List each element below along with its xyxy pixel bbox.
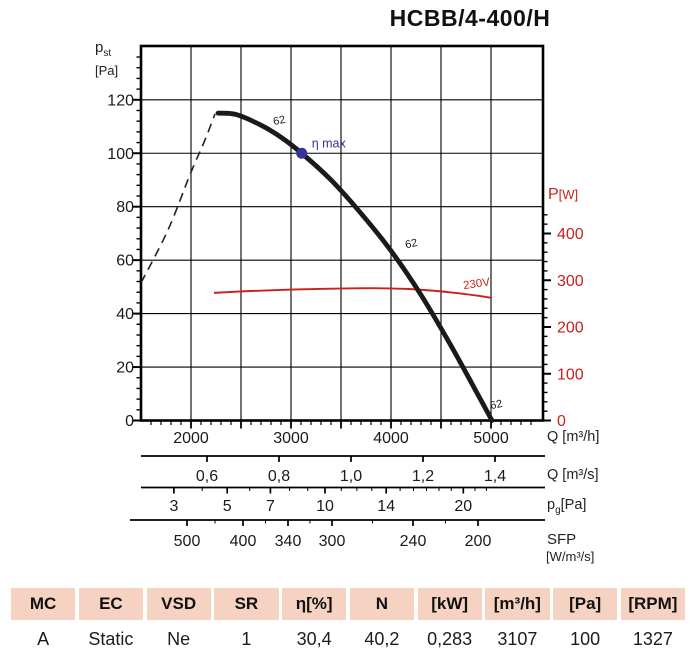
bottom-axis-tick-label: 4000 bbox=[373, 430, 409, 447]
q-m3s-axis-tick-label: 1,2 bbox=[412, 468, 434, 485]
spec-header-ec: EC bbox=[78, 588, 143, 620]
spec-value-mc: A bbox=[11, 620, 76, 654]
left-axis-title: pst [Pa] bbox=[95, 39, 119, 78]
dashed-line bbox=[140, 113, 216, 284]
bottom-axis-tick-label: 2000 bbox=[173, 430, 209, 447]
right-axis-tick-label: 400 bbox=[557, 226, 584, 243]
q-m3s-axis-tick-label: 1,4 bbox=[484, 468, 506, 485]
spec-header-vsd: VSD bbox=[146, 588, 211, 620]
x-axis-title-sfp: SFP bbox=[547, 531, 577, 548]
left-axis-tick-label: 120 bbox=[107, 92, 134, 109]
left-axis-tick-label: 80 bbox=[116, 199, 134, 216]
right-axis-tick-label: 100 bbox=[557, 366, 584, 383]
x-axis-title-m3h: Q [m³/h] bbox=[547, 429, 600, 445]
left-axis-tick-label: 40 bbox=[116, 306, 134, 323]
spec-header-m3h: [m³/h] bbox=[485, 588, 550, 620]
sfp-axis-tick-label: 300 bbox=[319, 533, 346, 550]
q-m3s-axis-tick-label: 0,6 bbox=[196, 468, 218, 485]
pg-pa-axis-tick-label: 14 bbox=[377, 498, 395, 515]
left-axis-tick-label: 0 bbox=[125, 413, 134, 430]
left-axis-tick-label: 20 bbox=[116, 360, 134, 377]
left-axis-tick-label: 60 bbox=[116, 253, 134, 270]
sfp-axis-tick-label: 400 bbox=[230, 533, 257, 550]
eta-max-dot bbox=[296, 147, 308, 159]
curve-pressure bbox=[215, 110, 495, 423]
left-axis-tick-label: 100 bbox=[107, 146, 134, 163]
pg-pa-axis-tick-label: 20 bbox=[454, 498, 472, 515]
sfp-axis-tick-label: 240 bbox=[400, 533, 427, 550]
spec-table: MC EC VSD SR η[%] N [kW] [m³/h] [Pa] [RP… bbox=[11, 588, 685, 654]
right-axis-title: P[W] bbox=[548, 186, 579, 203]
spec-value-ec: Static bbox=[78, 620, 143, 654]
pg-pa-axis-tick-label: 7 bbox=[266, 498, 275, 515]
spec-value-eta: 30,4 bbox=[282, 620, 347, 654]
spec-header-sr: SR bbox=[214, 588, 279, 620]
curve-sound-level-label: 62 bbox=[489, 398, 503, 412]
spec-header-n: N bbox=[349, 588, 414, 620]
x-axis-title-pg: pg[Pa] bbox=[547, 497, 587, 516]
q-m3s-axis-tick-label: 1,0 bbox=[340, 468, 362, 485]
spec-header-kw: [kW] bbox=[417, 588, 482, 620]
curve-power bbox=[213, 287, 493, 299]
pg-pa-axis-tick-label: 5 bbox=[223, 498, 232, 515]
page-title: HCBB/4-400/H bbox=[389, 5, 551, 31]
sfp-axis-tick-label: 200 bbox=[465, 533, 492, 550]
q-m3s-axis-tick-label: 0,8 bbox=[268, 468, 290, 485]
curve-sound-level-label: 62 bbox=[272, 114, 286, 128]
bottom-axis-tick-label: 5000 bbox=[473, 430, 509, 447]
spec-value-kw: 0,283 bbox=[417, 620, 482, 654]
spec-value-sr: 1 bbox=[214, 620, 279, 654]
spec-value-n: 40,2 bbox=[349, 620, 414, 654]
right-axis-tick-label: 200 bbox=[557, 320, 584, 337]
pg-pa-axis-tick-label: 10 bbox=[316, 498, 334, 515]
power-curve-voltage-label: 230V bbox=[462, 276, 491, 292]
spec-value-m3h: 3107 bbox=[485, 620, 550, 654]
right-axis-tick-label: 0 bbox=[557, 413, 566, 430]
bottom-axis-tick-label: 3000 bbox=[273, 430, 309, 447]
spec-header-pa: [Pa] bbox=[553, 588, 618, 620]
x-axis-title-m3s: Q [m³/s] bbox=[547, 467, 599, 483]
spec-value-pa: 100 bbox=[553, 620, 618, 654]
eta-max-label: η max bbox=[312, 136, 347, 150]
spec-header-mc: MC bbox=[11, 588, 76, 620]
pg-pa-axis-tick-label: 3 bbox=[169, 498, 178, 515]
spec-header-rpm: [RPM] bbox=[620, 588, 685, 620]
curve-sound-level-label: 62 bbox=[404, 237, 418, 251]
spec-value-rpm: 1327 bbox=[620, 620, 685, 654]
spec-value-vsd: Ne bbox=[146, 620, 211, 654]
sfp-axis-tick-label: 340 bbox=[275, 533, 302, 550]
plot-frame bbox=[139, 44, 545, 422]
right-axis-tick-label: 300 bbox=[557, 273, 584, 290]
x-axis-title-sfp-unit: [W/m³/s] bbox=[546, 549, 595, 564]
sfp-axis-tick-label: 500 bbox=[174, 533, 201, 550]
spec-header-eta: η[%] bbox=[282, 588, 347, 620]
